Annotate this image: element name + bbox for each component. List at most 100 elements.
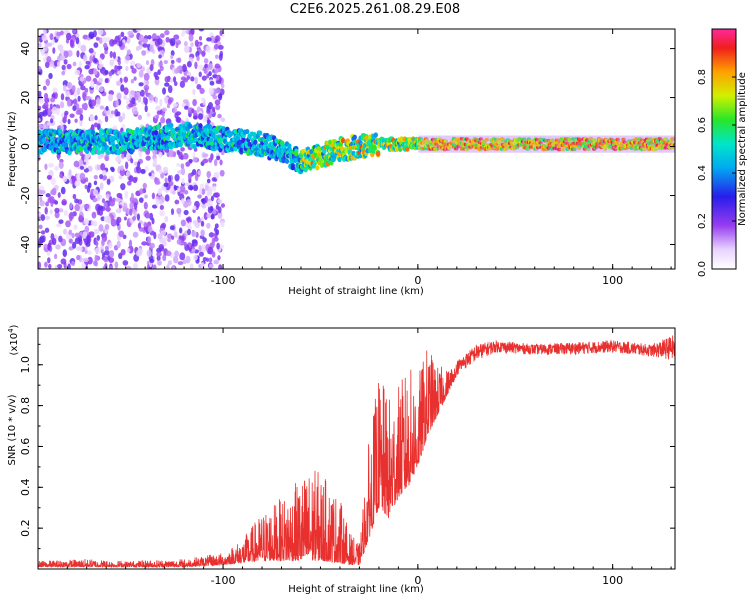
noise-point <box>184 40 188 47</box>
noise-point <box>171 235 175 240</box>
colorbar-swatch <box>712 103 736 106</box>
band-point <box>332 153 338 160</box>
noise-point <box>79 165 85 170</box>
band-halo <box>443 135 446 153</box>
noise-point <box>98 57 102 65</box>
noise-point <box>75 37 80 45</box>
band-point <box>233 146 238 152</box>
colorbar-swatch <box>712 177 736 180</box>
noise-point <box>60 186 66 195</box>
noise-point <box>71 232 75 239</box>
noise-point <box>215 79 222 85</box>
band-halo <box>427 135 430 153</box>
noise-point <box>38 224 43 230</box>
colorbar-tick-label: 0.2 <box>697 213 708 229</box>
noise-point <box>200 97 205 103</box>
noise-point <box>66 63 72 70</box>
noise-point <box>122 112 126 120</box>
band-point <box>124 136 130 143</box>
noise-point <box>212 185 217 192</box>
colorbar-swatch <box>712 249 736 252</box>
noise-point <box>184 105 189 110</box>
band-point <box>96 149 101 156</box>
noise-point <box>220 117 226 123</box>
colorbar-swatch <box>712 151 736 154</box>
noise-point <box>193 254 198 261</box>
noise-point <box>174 174 180 182</box>
colorbar-swatch <box>712 161 736 164</box>
noise-point <box>164 234 168 242</box>
noise-point <box>208 63 213 71</box>
colorbar-swatch <box>712 65 736 68</box>
noise-point <box>130 79 135 84</box>
noise-point <box>135 29 142 32</box>
band-point <box>253 139 258 145</box>
band-halo <box>435 135 438 153</box>
colorbar-swatch <box>712 245 736 248</box>
noise-point <box>157 260 162 266</box>
noise-point <box>101 37 108 43</box>
noise-point <box>191 248 196 253</box>
noise-point <box>102 265 107 269</box>
y-tick-label: 1.0 <box>19 356 32 374</box>
noise-point <box>140 89 145 97</box>
noise-point <box>159 98 163 107</box>
band-point <box>322 148 327 154</box>
noise-point <box>125 152 130 161</box>
noise-point <box>155 114 160 119</box>
noise-point <box>206 213 212 218</box>
noise-point <box>110 167 115 173</box>
noise-point <box>125 265 132 269</box>
colorbar-swatch <box>712 97 736 100</box>
noise-point <box>145 212 151 219</box>
band-halo <box>478 135 481 153</box>
noise-point <box>118 204 122 209</box>
colorbar-swatch <box>712 217 736 220</box>
noise-point <box>52 87 58 93</box>
band-point <box>318 158 324 164</box>
noise-point <box>72 61 77 67</box>
band-point <box>239 147 244 153</box>
colorbar-swatch <box>712 243 736 246</box>
y-tick-label: 0.6 <box>19 438 32 456</box>
band-halo <box>488 135 491 153</box>
band-halo <box>640 135 643 153</box>
colorbar-swatch <box>712 139 736 142</box>
noise-point <box>144 194 148 199</box>
noise-point <box>128 239 133 248</box>
noise-point <box>211 251 216 258</box>
noise-point <box>74 69 81 76</box>
noise-point <box>168 149 174 158</box>
band-point <box>288 147 293 154</box>
noise-point <box>65 90 71 98</box>
band-point <box>582 147 588 151</box>
noise-point <box>160 230 167 236</box>
noise-point <box>130 90 136 96</box>
noise-point <box>130 60 136 67</box>
noise-point <box>174 199 180 205</box>
band-point <box>340 138 346 144</box>
noise-point <box>115 99 119 107</box>
noise-point <box>134 202 138 210</box>
noise-point <box>164 82 170 87</box>
y-multiplier: (x104) <box>7 324 20 355</box>
noise-point <box>190 29 195 36</box>
noise-point <box>57 44 64 51</box>
noise-point <box>194 76 198 85</box>
noise-point <box>213 43 219 50</box>
colorbar-swatch <box>712 237 736 240</box>
noise-point <box>63 59 68 65</box>
noise-point <box>192 220 198 225</box>
noise-point <box>148 94 154 101</box>
noise-point <box>176 238 182 245</box>
noise-point <box>122 260 129 266</box>
noise-point <box>173 34 180 40</box>
noise-point <box>65 32 72 41</box>
colorbar-swatch <box>712 85 736 88</box>
noise-point <box>76 87 81 96</box>
band-point <box>634 137 639 141</box>
noise-point <box>71 241 77 249</box>
noise-point <box>104 78 109 84</box>
noise-point <box>104 50 108 55</box>
noise-point <box>188 158 193 164</box>
